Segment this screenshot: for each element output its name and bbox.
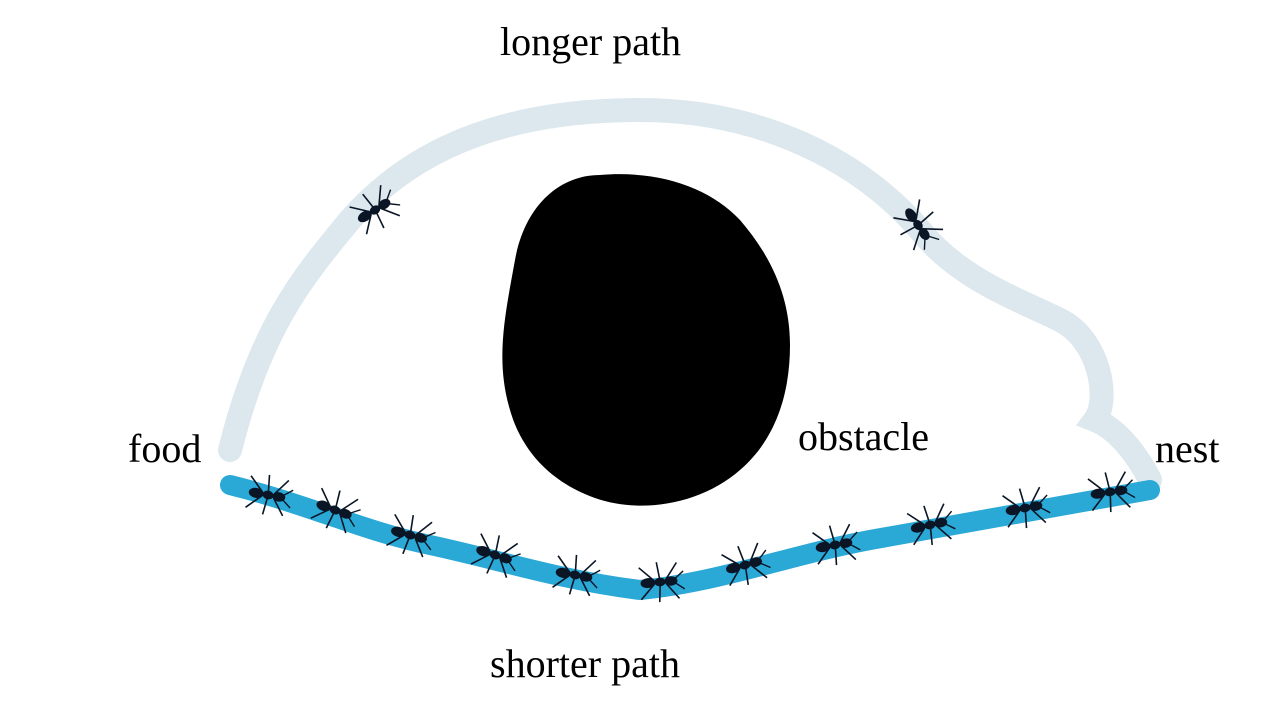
nest-label: nest (1155, 425, 1219, 472)
shorter-path (230, 485, 1150, 590)
food-label: food (128, 425, 201, 472)
obstacle-label: obstacle (798, 413, 929, 460)
ant-path-diagram (0, 0, 1280, 720)
shorter-path-label: shorter path (490, 640, 680, 687)
obstacle-shape (502, 174, 790, 505)
longer-path-label: longer path (500, 18, 681, 65)
